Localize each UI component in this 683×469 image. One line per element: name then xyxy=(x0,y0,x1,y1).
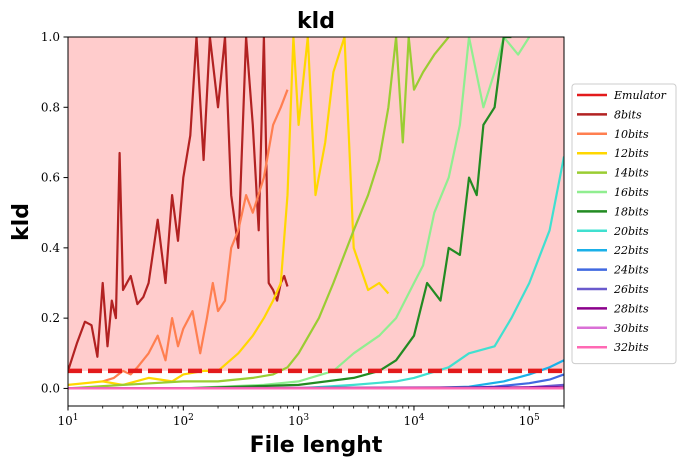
series-line-14bits xyxy=(68,37,450,390)
legend-entry: 20bits xyxy=(613,225,649,238)
plot-area xyxy=(68,37,564,406)
series-line-20bits xyxy=(183,156,564,390)
legend-entry: Emulator xyxy=(613,89,667,102)
y-tick-label: 0.2 xyxy=(41,311,60,325)
legend: Emulator 8bits 10bits 12bits 14bits 16bits 18b… xyxy=(571,83,677,365)
series-line-8bits xyxy=(68,37,289,372)
legend-entry: 8bits xyxy=(614,108,642,121)
plot-frame xyxy=(67,36,565,407)
y-tick-label: 0.8 xyxy=(41,100,60,114)
series-layer xyxy=(68,37,564,390)
legend-entry: 14bits xyxy=(614,167,649,180)
legend-entry: 30bits xyxy=(614,322,649,335)
axes: 101 102 103 104 105 0.0 0.2 0.4 0.6 0.8 1.0 xyxy=(41,30,565,428)
legend-entry: 26bits xyxy=(613,283,649,296)
legend-entry: 28bits xyxy=(613,302,649,315)
x-tick-label: 101 xyxy=(57,413,78,428)
chart-title: kld xyxy=(297,9,335,34)
x-tick-label: 105 xyxy=(519,413,540,428)
legend-entry: 22bits xyxy=(613,244,649,257)
legend-entry: 24bits xyxy=(613,264,649,277)
legend-entry: 10bits xyxy=(614,128,649,141)
series-line-10bits xyxy=(102,89,289,383)
y-tick-label: 0.6 xyxy=(41,171,60,185)
series-line-18bits xyxy=(183,37,512,390)
x-tick-label: 104 xyxy=(403,413,424,428)
legend-entry: 12bits xyxy=(614,147,649,160)
y-tick-label: 0.4 xyxy=(41,241,60,255)
y-axis-label: kld xyxy=(9,203,34,241)
y-tick-label: 0.0 xyxy=(41,381,60,395)
series-line-16bits xyxy=(183,37,531,390)
x-tick-label: 103 xyxy=(288,413,309,428)
x-tick-label: 102 xyxy=(173,413,194,428)
x-axis-label: File lenght xyxy=(250,433,383,458)
legend-entry: 18bits xyxy=(614,205,649,218)
y-tick-label: 1.0 xyxy=(41,30,60,44)
legend-entry: 32bits xyxy=(614,341,649,354)
legend-entry: 16bits xyxy=(614,186,649,199)
